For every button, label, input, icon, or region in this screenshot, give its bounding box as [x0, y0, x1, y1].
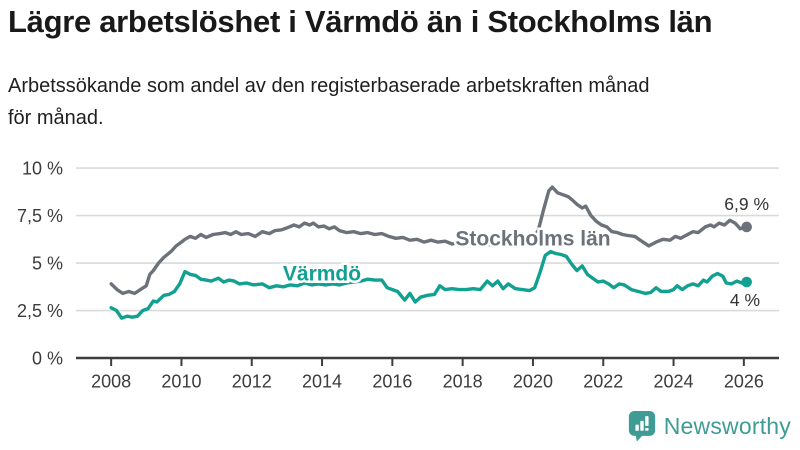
- x-tick-label: 2018: [443, 371, 483, 391]
- newsworthy-logo[interactable]: Newsworthy: [627, 409, 791, 443]
- end-dot-stockholms-lan: [741, 221, 752, 233]
- x-tick-label: 2016: [372, 371, 412, 391]
- x-tick-label: 2024: [654, 371, 694, 391]
- end-dot-varmdo: [741, 276, 752, 288]
- end-value-label-varmdo: 4 %: [730, 290, 760, 310]
- series-label-varmdo: Värmdö: [283, 262, 361, 285]
- y-tick-label: 5 %: [32, 253, 63, 273]
- series-label-stockholms-lan: Stockholms län: [455, 227, 610, 250]
- x-tick-label: 2026: [724, 371, 764, 391]
- x-tick-label: 2008: [91, 371, 131, 391]
- series-line-varmdo: [109, 249, 749, 320]
- y-tick-label: 0 %: [32, 348, 63, 368]
- page-title: Lägre arbetslöshet i Värmdö än i Stockho…: [8, 4, 713, 39]
- chart-subtitle: Arbetssökande som andel av den registerb…: [8, 75, 650, 130]
- series-line-stockholms-lan: [109, 185, 749, 296]
- newsworthy-wordmark: Newsworthy: [663, 412, 791, 439]
- y-tick-label: 10 %: [22, 158, 63, 178]
- x-tick-label: 2010: [161, 371, 201, 391]
- end-value-label-stockholms-lan: 6,9 %: [724, 194, 769, 214]
- y-tick-label: 2,5 %: [17, 301, 63, 321]
- x-tick-label: 2012: [232, 371, 272, 391]
- x-tick-label: 2014: [302, 371, 342, 391]
- newsworthy-bar-chart-icon: [628, 411, 655, 442]
- x-tick-label: 2022: [583, 371, 623, 391]
- x-tick-label: 2020: [513, 371, 553, 391]
- y-tick-label: 7,5 %: [17, 206, 63, 226]
